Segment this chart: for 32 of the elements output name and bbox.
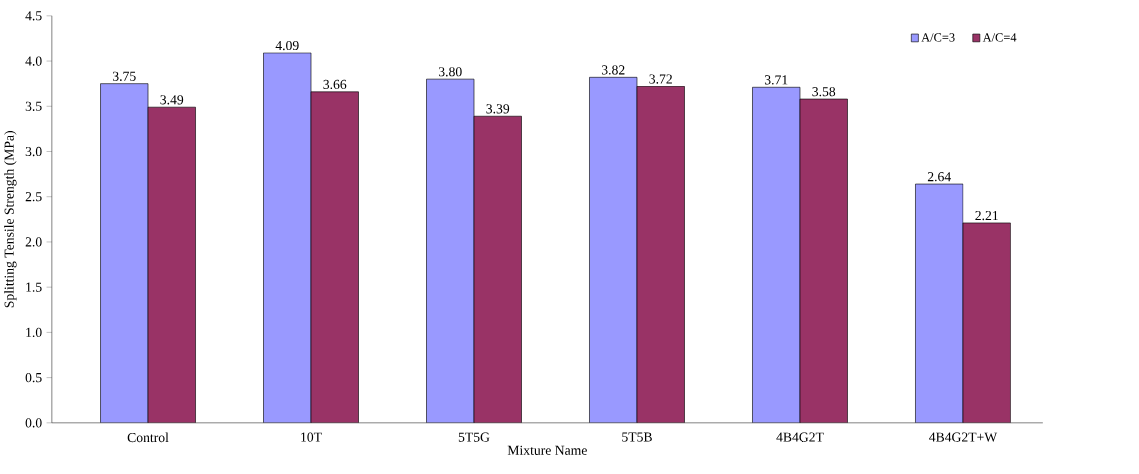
x-tick-label: 10T [301, 432, 322, 442]
legend-label: A/C=3 [921, 33, 955, 42]
y-tick-label: 4.0 [25, 56, 42, 66]
x-tick-label: Control [127, 432, 169, 443]
x-tick-label: 5T5B [622, 432, 652, 442]
y-tick-label: 2.0 [25, 237, 42, 247]
x-tick-label: 4B4G2T [776, 432, 824, 442]
y-tick-label: 2.5 [25, 192, 42, 202]
data-label: 3.39 [486, 104, 510, 114]
y-tick-label: 1.0 [26, 327, 42, 337]
data-label: 3.58 [812, 87, 836, 97]
legend-label: A/C=4 [982, 33, 1017, 42]
data-label: 3.75 [112, 71, 136, 81]
x-tick-label: 5T5G [458, 432, 490, 442]
y-tick-label: 0.5 [25, 372, 42, 383]
data-label: 2.21 [975, 210, 998, 221]
data-label: 3.80 [438, 67, 462, 77]
y-tick-label: 0.0 [25, 418, 42, 428]
data-label: 4.09 [275, 40, 299, 51]
x-tick-label: 4B4G2T+W [929, 432, 998, 442]
y-tick-label: 3.0 [25, 146, 42, 157]
x-axis-title: Mixture Name [507, 445, 587, 455]
data-label: 3.82 [601, 65, 625, 75]
y-tick-label: 4.5 [25, 11, 42, 21]
y-tick-label: 3.5 [25, 101, 42, 111]
data-label: 2.64 [927, 172, 951, 182]
data-label: 3.66 [323, 79, 347, 90]
data-label: 3.71 [764, 75, 788, 85]
y-tick-label: 1.5 [26, 282, 42, 292]
data-label: 3.72 [649, 74, 672, 84]
y-axis-title: Splitting Tensile Strength (MPa) [4, 131, 17, 308]
data-label: 3.49 [160, 95, 184, 105]
